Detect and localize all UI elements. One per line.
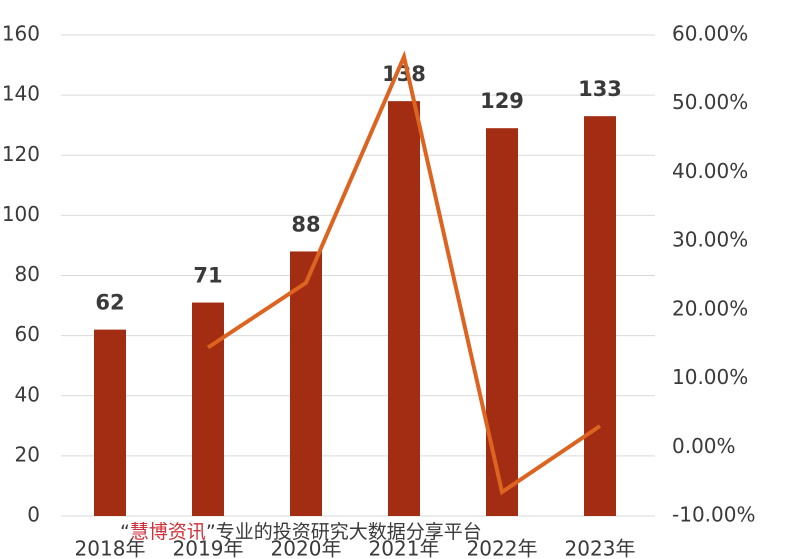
y-tick-label: 40 — [15, 382, 40, 406]
x-tick-label: 2023年 — [565, 537, 636, 559]
data-label: 71 — [193, 264, 222, 288]
y2-tick-label: -10.00% — [672, 503, 755, 527]
y-tick-label: 140 — [2, 82, 40, 106]
y-tick-label: 20 — [15, 442, 40, 466]
y2-tick-label: 30.00% — [672, 228, 748, 252]
y2-tick-label: 40.00% — [672, 159, 748, 183]
y-tick-label: 100 — [2, 202, 40, 226]
data-label: 62 — [95, 291, 124, 315]
x-tick-label: 2020年 — [271, 537, 342, 559]
bar — [192, 302, 224, 516]
y-tick-label: 80 — [15, 262, 40, 286]
line — [206, 50, 602, 496]
x-tick-label: 2021年 — [369, 537, 440, 559]
y-tick-label: 60 — [15, 322, 40, 346]
bar — [486, 128, 518, 516]
y-tick-label: 0 — [27, 503, 40, 527]
bar — [388, 101, 420, 516]
data-label: 138 — [382, 62, 426, 86]
bar — [584, 116, 616, 516]
x-tick-label: 2018年 — [75, 537, 146, 559]
watermark-open: “ — [120, 521, 130, 543]
bar — [94, 329, 126, 516]
y2-tick-label: 50.00% — [672, 90, 748, 114]
data-label: 88 — [291, 212, 320, 236]
y2-tick-label: 0.00% — [672, 434, 736, 458]
x-tick-label: 2019年 — [173, 537, 244, 559]
y-tick-label: 160 — [2, 22, 40, 46]
bar — [290, 251, 322, 516]
y2-tick-label: 10.00% — [672, 365, 748, 389]
watermark: “慧博资讯”专业的投资研究大数据分享平台 — [120, 521, 482, 543]
y2-tick-label: 20.00% — [672, 296, 748, 320]
watermark-text: ”专业的投资研究大数据分享平台 — [206, 521, 482, 543]
y-tick-label: 120 — [2, 142, 40, 166]
x-tick-label: 2022年 — [467, 537, 538, 559]
watermark-brand: 慧博资讯 — [130, 521, 206, 543]
y2-tick-label: 60.00% — [672, 22, 748, 46]
data-label: 133 — [578, 77, 622, 101]
data-label: 129 — [480, 89, 524, 113]
